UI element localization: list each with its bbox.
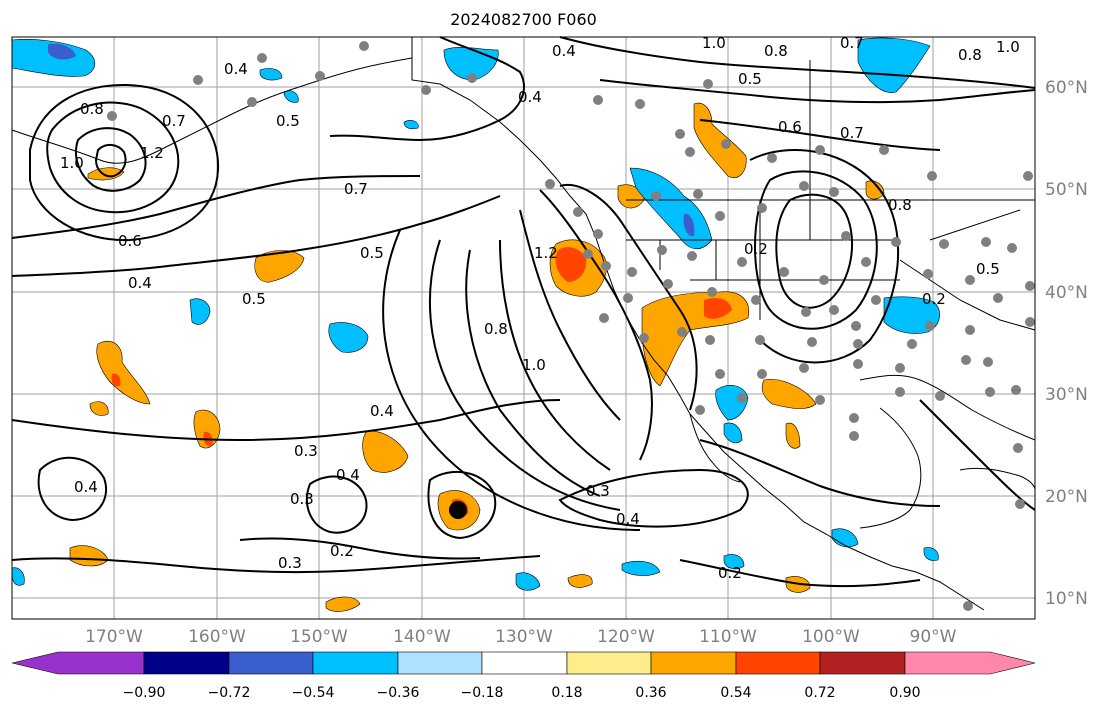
contour-label: 0.4 [74, 478, 98, 496]
longitude-label: 160°W [188, 627, 246, 647]
colorbar-segment [735, 651, 821, 675]
contour-label: 0.6 [118, 232, 142, 250]
colorbar-tick-label: 0.90 [889, 685, 920, 701]
contour-label: 0.2 [330, 542, 354, 560]
colorbar-tick-label: −0.90 [123, 685, 166, 701]
longitude-label: 150°W [290, 627, 348, 647]
longitude-label: 100°W [802, 627, 860, 647]
contour-label: 0.5 [276, 112, 300, 130]
longitude-axis: 170°W 160°W 150°W 140°W 130°W 120°W 110°… [85, 627, 957, 647]
colorbar-segment [228, 651, 314, 675]
contour-label: 0.3 [278, 554, 302, 572]
contour-label: 1.0 [996, 38, 1020, 56]
colorbar-segment [11, 651, 145, 675]
contour-label: 0.4 [128, 274, 152, 292]
colorbar-tick-label: 0.72 [804, 685, 835, 701]
contour-label: 0.8 [764, 42, 788, 60]
contour-label: 0.4 [616, 510, 640, 528]
contour-label: 0.2 [922, 290, 946, 308]
contour-label: 0.5 [976, 260, 1000, 278]
contour-label: 0.2 [744, 240, 768, 258]
contour-label: 0.4 [224, 60, 248, 78]
contour-label: 0.8 [888, 196, 912, 214]
longitude-label: 110°W [699, 627, 757, 647]
contour-label: 0.4 [552, 42, 576, 60]
latitude-label: 50°N [1045, 180, 1088, 200]
colorbar-tick-label: 0.36 [635, 685, 666, 701]
latitude-label: 40°N [1045, 283, 1088, 303]
height-contours [11, 36, 1036, 588]
latitude-label: 10°N [1045, 589, 1088, 609]
contour-label: 0.5 [738, 70, 762, 88]
storm-center-marker [449, 501, 467, 519]
contour-label: 0.8 [958, 46, 982, 64]
contour-label: 1.0 [60, 154, 84, 172]
contour-label: 0.3 [290, 490, 314, 508]
strong-cool-anomaly-shading [48, 43, 695, 237]
colorbar-ticks: −0.90 −0.72 −0.54 −0.36 −0.18 0.18 0.36 … [123, 685, 921, 701]
contour-label: 0.7 [840, 34, 864, 52]
contour-label: 0.8 [484, 320, 508, 338]
contour-label: 0.4 [370, 402, 394, 420]
contour-label: 1.0 [702, 34, 726, 52]
longitude-label: 170°W [85, 627, 143, 647]
contour-label: 1.2 [140, 144, 164, 162]
colorbar-tick-label: 0.18 [551, 685, 582, 701]
longitude-label: 120°W [597, 627, 655, 647]
contour-label: 0.5 [360, 244, 384, 262]
contour-label: 0.7 [162, 112, 186, 130]
map-frame [11, 36, 1036, 620]
colorbar-segment [397, 651, 483, 675]
contour-label: 0.4 [336, 466, 360, 484]
contour-label: 0.7 [840, 124, 864, 142]
colorbar-segment [819, 651, 906, 675]
longitude-label: 90°W [910, 627, 957, 647]
colorbar-tick-label: 0.54 [720, 685, 751, 701]
contour-label: 0.4 [518, 88, 542, 106]
contour-label: 0.3 [294, 442, 318, 460]
contour-label: 0.2 [718, 564, 742, 582]
latitude-label: 20°N [1045, 487, 1088, 507]
colorbar-segment [650, 651, 737, 675]
colorbar-tick-label: −0.36 [377, 685, 420, 701]
latitude-label: 30°N [1045, 385, 1088, 405]
contour-label: 0.3 [586, 482, 610, 500]
colorbar-segment [481, 651, 568, 675]
station-dots [107, 41, 1035, 611]
contour-label: 0.8 [80, 100, 104, 118]
contour-label: 0.6 [778, 118, 802, 136]
contour-label: 0.7 [344, 180, 368, 198]
contour-label: 1.0 [522, 356, 546, 374]
colorbar-tick-label: −0.72 [208, 685, 251, 701]
contour-label: 0.5 [242, 290, 266, 308]
latitude-label: 60°N [1045, 78, 1088, 98]
map-title: 2024082700 F060 [450, 10, 597, 29]
colorbar-segment [566, 651, 652, 675]
longitude-label: 130°W [495, 627, 553, 647]
colorbar-tick-label: −0.54 [292, 685, 335, 701]
colorbar-segment [143, 651, 230, 675]
colorbar-segment [312, 651, 399, 675]
longitude-label: 140°W [393, 627, 451, 647]
contour-labels: 0.4 0.4 0.5 0.8 0.7 1.0 1.2 0.6 0.7 0.4 … [60, 34, 1020, 582]
graticule [12, 37, 1035, 619]
latitude-axis: 60°N 50°N 40°N 30°N 20°N 10°N [1045, 78, 1088, 609]
contour-label: 1.2 [534, 244, 558, 262]
colorbar-tick-label: −0.18 [461, 685, 504, 701]
colorbar [11, 651, 1036, 675]
colorbar-segment [904, 651, 1036, 675]
